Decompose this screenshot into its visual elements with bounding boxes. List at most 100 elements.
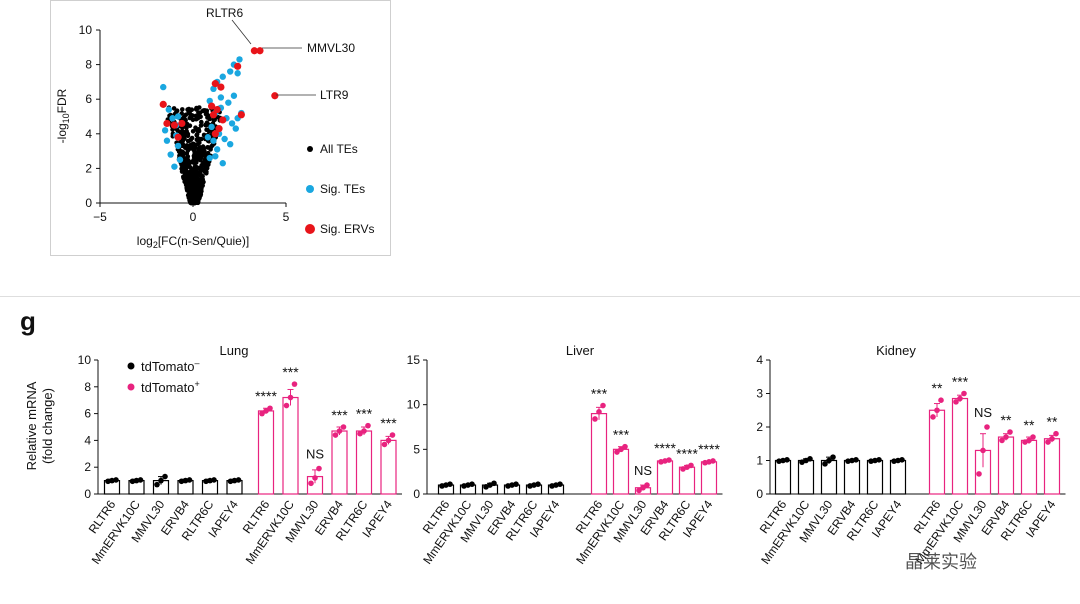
legend-label: tdTomato+ (141, 379, 200, 395)
data-point (666, 457, 672, 463)
bar (590, 413, 608, 495)
y-tick-label: 10 (79, 23, 93, 37)
data-point (640, 484, 646, 491)
bar (257, 410, 275, 495)
x-tick-label: 0 (190, 210, 197, 224)
y-tick-label: 10 (407, 398, 421, 412)
bar (282, 396, 299, 495)
significance-label: *** (613, 427, 630, 443)
data-point (211, 477, 217, 483)
data-point (934, 407, 940, 414)
data-point (1053, 430, 1059, 437)
point-sig-te (236, 56, 243, 63)
point-sig-erv (271, 92, 279, 100)
point-all-te (194, 106, 200, 111)
significance-label: ** (1024, 417, 1035, 433)
data-point (137, 477, 144, 483)
data-point (259, 410, 265, 417)
bar (774, 459, 792, 495)
point-sig-erv (174, 133, 182, 141)
legend-label: Sig. ERVs (320, 222, 374, 236)
point-all-te (191, 147, 197, 153)
bar (997, 436, 1015, 495)
panel-divider (0, 296, 1080, 297)
data-point (308, 480, 314, 487)
point-sig-te (167, 151, 174, 158)
point-sig-erv (178, 119, 186, 128)
y-tick-label: 4 (85, 127, 92, 141)
point-sig-te (227, 140, 234, 148)
point-all-te (194, 127, 200, 133)
point-sig-te (174, 142, 182, 150)
y-tick-label: 2 (84, 460, 91, 474)
bar (355, 430, 373, 495)
data-point (600, 402, 606, 409)
data-point (557, 481, 563, 487)
point-all-te (190, 117, 196, 123)
y-tick-label: 3 (756, 387, 763, 401)
point-all-te (190, 187, 195, 192)
bar (331, 430, 348, 495)
data-point (618, 446, 624, 453)
significance-label: *** (331, 407, 348, 423)
data-point (644, 482, 650, 488)
y-axis-label-2: (fold change) (40, 388, 55, 464)
point-all-te (203, 122, 208, 128)
panel-letter: g (20, 306, 36, 336)
point-all-te (181, 175, 186, 181)
data-point (385, 437, 392, 444)
data-point (357, 430, 363, 437)
point-sig-erv (234, 62, 242, 70)
point-all-te (191, 141, 196, 147)
annotation-label: MMVL30 (307, 41, 355, 55)
point-sig-erv (211, 130, 219, 138)
point-sig-erv (209, 111, 218, 119)
point-sig-te (176, 156, 184, 163)
data-point (1030, 434, 1036, 440)
data-point (162, 473, 168, 480)
significance-label: **** (255, 388, 277, 404)
y-tick-label: 4 (756, 353, 763, 367)
point-all-te (189, 107, 195, 112)
data-point (381, 441, 388, 448)
point-all-te (195, 196, 201, 201)
point-sig-erv (219, 116, 227, 124)
data-point (263, 408, 269, 414)
point-all-te (193, 113, 199, 119)
point-sig-te (171, 163, 178, 170)
point-all-te (187, 174, 192, 180)
data-point (961, 390, 967, 397)
data-point (822, 461, 828, 467)
significance-label: ** (932, 380, 943, 396)
point-sig-erv (159, 100, 167, 108)
point-sig-te (160, 83, 167, 91)
point-all-te (183, 165, 188, 170)
legend-marker (305, 224, 315, 234)
data-point (186, 477, 193, 483)
point-all-te (190, 129, 196, 134)
legend-label: tdTomato– (141, 358, 200, 374)
y-tick-label: 8 (85, 58, 92, 72)
data-point (953, 399, 959, 405)
point-all-te (198, 155, 204, 161)
data-point (784, 457, 790, 463)
point-all-te (193, 156, 199, 162)
data-point (710, 458, 716, 464)
point-sig-te (232, 125, 239, 132)
y-axis-label: Relative mRNA (24, 381, 39, 470)
data-point (826, 457, 832, 464)
significance-label: NS (634, 463, 652, 478)
significance-label: ** (1001, 412, 1012, 428)
point-all-te (180, 143, 185, 149)
point-sig-te (219, 160, 226, 167)
point-all-te (205, 150, 211, 156)
data-point (158, 477, 164, 484)
point-all-te (199, 182, 204, 188)
data-point (113, 477, 119, 483)
point-all-te (180, 107, 185, 112)
annotation-label: RLTR6 (206, 6, 243, 20)
chart-title: Kidney (876, 343, 916, 358)
point-sig-te (208, 123, 215, 131)
